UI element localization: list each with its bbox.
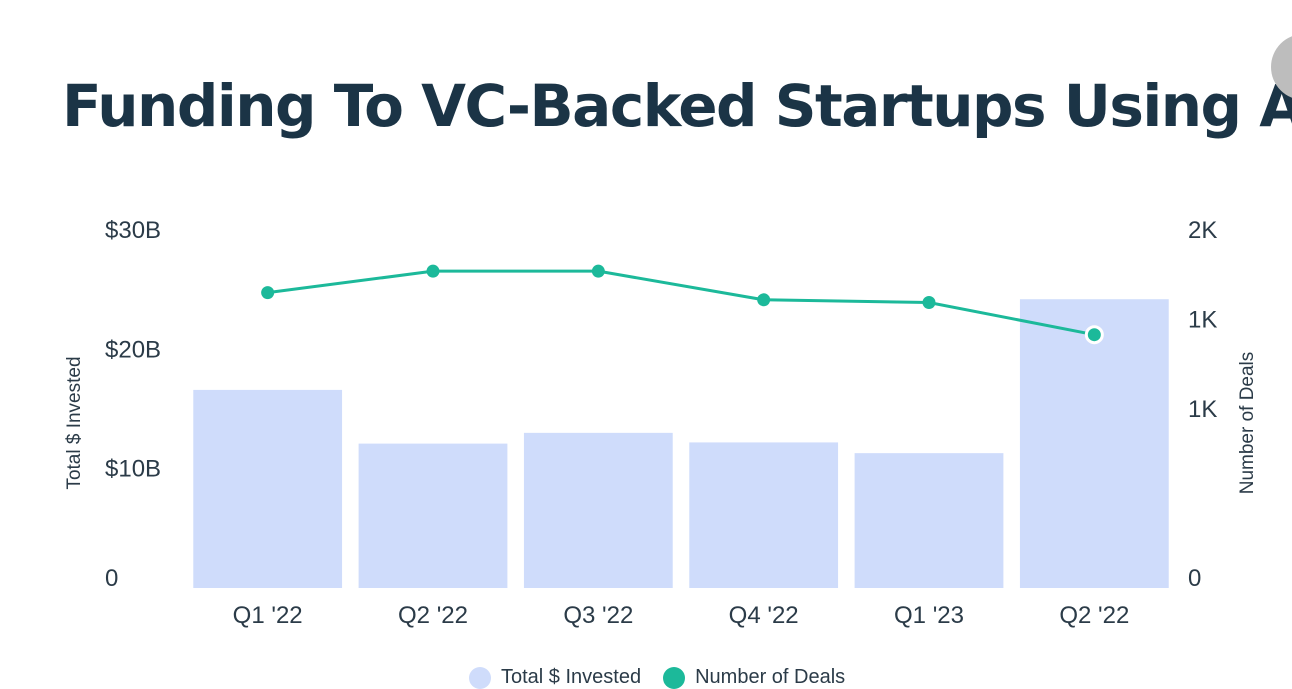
legend-item-total-invested[interactable]: Total $ Invested: [469, 666, 641, 689]
bar-1[interactable]: [358, 443, 508, 588]
floating-action-button[interactable]: [1271, 34, 1292, 100]
left-tick-label: $10B: [105, 456, 161, 483]
left-tick-label: $20B: [105, 336, 161, 363]
deals-point-4[interactable]: [922, 295, 936, 309]
deals-line: [267, 269, 1095, 337]
deals-point-2[interactable]: [591, 264, 605, 278]
legend: Total $ Invested Number of Deals: [469, 666, 867, 689]
x-tick-label: Q1 '22: [233, 602, 303, 629]
left-tick-label: 0: [105, 565, 118, 592]
line-series-number-of-deals: [261, 264, 1104, 345]
x-tick-label: Q2 '22: [398, 602, 468, 629]
right-tick-label: 2K: [1188, 217, 1217, 244]
x-axis: Q1 '22 Q2 '22 Q3 '22 Q4 '22 Q1 '23 Q2 '22: [233, 602, 1130, 629]
x-tick-label: Q3 '22: [563, 602, 633, 629]
deals-point-5[interactable]: [1084, 325, 1104, 345]
deals-point-0[interactable]: [261, 286, 275, 300]
x-tick-label: Q1 '23: [894, 602, 964, 629]
x-tick-label: Q4 '22: [729, 602, 799, 629]
right-axis-title: Number of Deals: [1237, 352, 1258, 495]
legend-label: Number of Deals: [695, 666, 846, 688]
bar-2[interactable]: [523, 432, 673, 588]
left-axis: 0 $10B $20B $30B: [105, 217, 161, 592]
combo-chart: 0 $10B $20B $30B 0 1K 1K 2K Q1 '22 Q2 '22 Q3 '22…: [64, 217, 1258, 629]
right-tick-label: 0: [1188, 565, 1201, 592]
chart-title: Funding To VC-Backed Startups Using AI: [62, 72, 1292, 140]
legend-swatch-bar: [469, 666, 491, 689]
bar-series-total-invested: [193, 299, 1169, 588]
bar-0[interactable]: [193, 389, 343, 588]
left-axis-title: Total $ Invested: [64, 356, 85, 489]
left-tick-label: $30B: [105, 217, 161, 244]
bar-4[interactable]: [854, 453, 1004, 588]
legend-item-number-of-deals[interactable]: Number of Deals: [663, 666, 845, 689]
right-tick-label: 1K: [1188, 396, 1217, 423]
deals-point-3[interactable]: [757, 293, 771, 307]
right-axis: 0 1K 1K 2K: [1188, 217, 1217, 592]
legend-swatch-line: [663, 666, 686, 689]
legend-label: Total $ Invested: [501, 666, 642, 688]
deals-point-1[interactable]: [426, 264, 440, 278]
right-tick-label: 1K: [1188, 307, 1217, 334]
bar-5[interactable]: [1019, 299, 1169, 588]
x-tick-label: Q2 '22: [1059, 602, 1129, 629]
bar-3[interactable]: [689, 442, 839, 588]
